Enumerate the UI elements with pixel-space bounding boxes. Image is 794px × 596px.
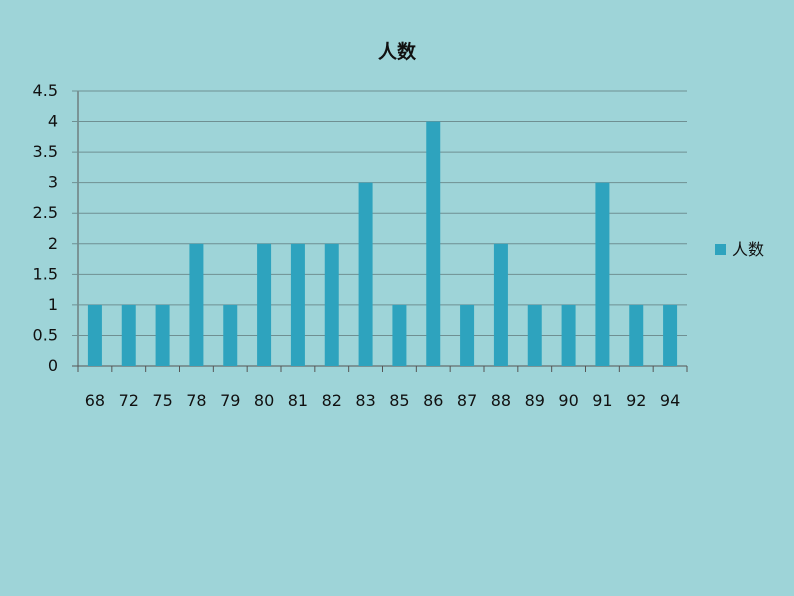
y-tick-label: 3.5 <box>33 142 58 161</box>
y-tick-label: 2.5 <box>33 203 58 222</box>
x-tick-label: 81 <box>288 391 308 410</box>
y-tick-label: 4.5 <box>33 81 58 100</box>
legend: 人数 <box>715 240 764 259</box>
bar <box>561 304 576 366</box>
bar <box>290 243 305 366</box>
bar <box>493 243 508 366</box>
x-tick-label: 80 <box>254 391 274 410</box>
x-tick-label: 78 <box>186 391 206 410</box>
bar <box>87 304 102 366</box>
y-tick-label: 3 <box>48 173 58 192</box>
x-tick-label: 87 <box>457 391 477 410</box>
chart-title: 人数 <box>378 40 417 63</box>
x-tick-label: 83 <box>355 391 375 410</box>
y-tick-label: 0.5 <box>33 325 58 344</box>
bar <box>595 182 610 366</box>
x-tick-label: 85 <box>389 391 409 410</box>
bar <box>223 304 238 366</box>
x-tick-label: 89 <box>525 391 545 410</box>
x-tick-label: 79 <box>220 391 240 410</box>
bar <box>629 304 644 366</box>
bar <box>324 243 339 366</box>
legend-label: 人数 <box>732 240 764 259</box>
x-tick-label: 88 <box>491 391 511 410</box>
bar <box>189 243 204 366</box>
bar <box>527 304 542 366</box>
x-tick-label: 94 <box>660 391 680 410</box>
legend-swatch <box>715 244 726 255</box>
y-tick-label: 4 <box>48 112 58 131</box>
grid-lines <box>72 90 688 372</box>
x-tick-label: 82 <box>322 391 342 410</box>
x-tick-label: 90 <box>558 391 578 410</box>
bars <box>87 121 678 366</box>
bar <box>155 304 170 366</box>
bar <box>663 304 678 366</box>
y-tick-label: 1 <box>48 295 58 314</box>
y-tick-label: 0 <box>48 356 58 375</box>
x-tick-label: 68 <box>85 391 105 410</box>
x-tick-label: 86 <box>423 391 443 410</box>
x-axis-tick-labels: 68 72 75 78 79 80 81 82 83 85 86 87 88 89 90 91 92 94 <box>85 391 681 410</box>
bar <box>426 121 441 366</box>
bar <box>392 304 407 366</box>
x-tick-label: 92 <box>626 391 646 410</box>
bar <box>358 182 373 366</box>
bar <box>121 304 136 366</box>
y-tick-label: 2 <box>48 234 58 253</box>
x-tick-label: 72 <box>119 391 139 410</box>
x-tick-label: 91 <box>592 391 612 410</box>
y-tick-label: 1.5 <box>33 264 58 283</box>
bar <box>460 304 475 366</box>
y-axis-tick-labels: 0 0.5 1 1.5 2 2.5 3 3.5 4 4.5 <box>33 81 58 375</box>
bar <box>257 243 272 366</box>
x-tick-label: 75 <box>152 391 172 410</box>
